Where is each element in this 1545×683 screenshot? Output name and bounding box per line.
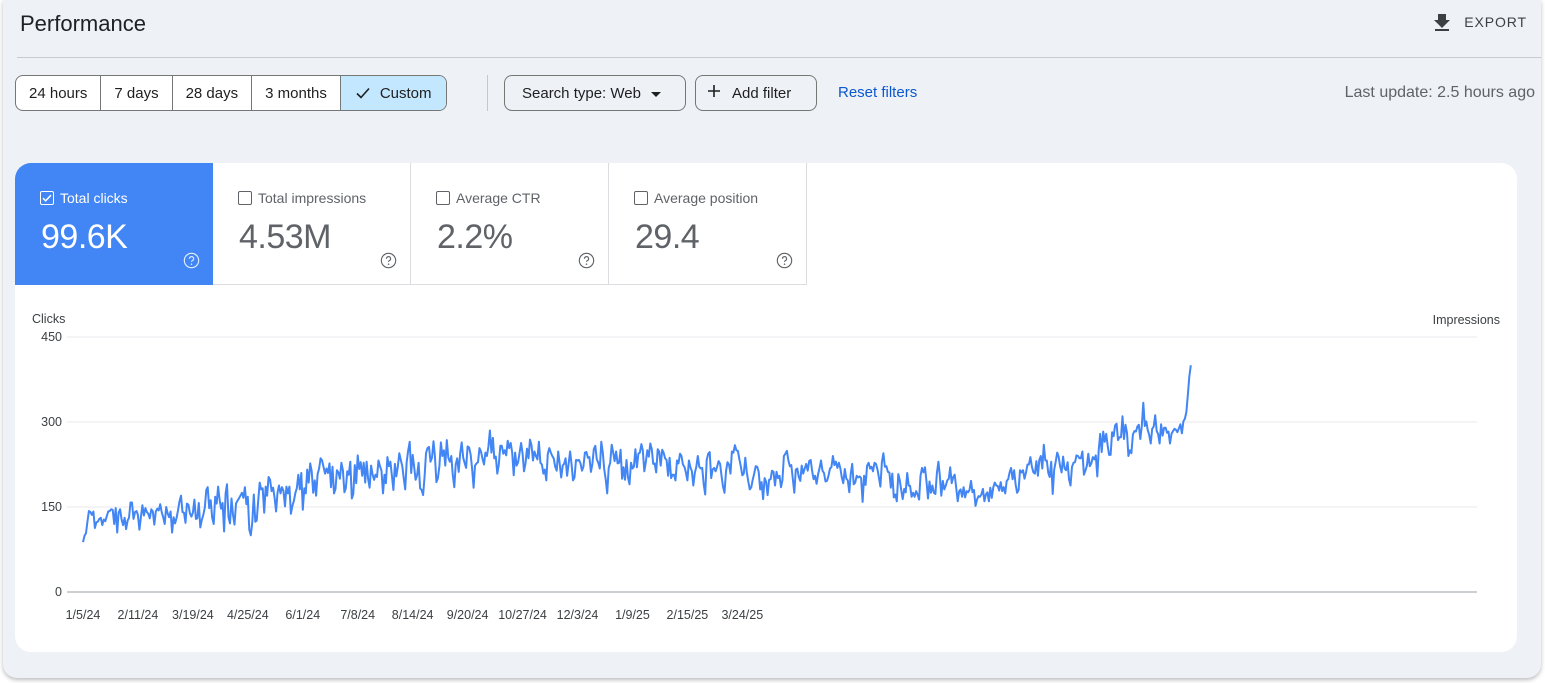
range-28-days-button[interactable]: 28 days [173,76,253,110]
range-3-months-button[interactable]: 3 months [252,76,341,110]
dropdown-arrow-icon [650,85,661,102]
reset-filters-link[interactable]: Reset filters [838,84,918,101]
export-button[interactable]: EXPORT [1432,9,1527,35]
check-icon [355,85,371,101]
add-filter-button[interactable]: Add filter [695,75,817,111]
x-tick-label: 3/19/24 [172,608,214,622]
range-24-hours-button[interactable]: 24 hours [16,76,102,110]
x-tick-label: 12/3/24 [557,608,599,622]
x-tick-label: 6/1/24 [285,608,320,622]
add-filter-label: Add filter [732,84,792,102]
download-icon [1432,12,1452,32]
checkbox-unchecked-icon[interactable] [436,191,450,205]
last-update-text: Last update: 2.5 hours ago [1344,84,1535,101]
x-tick-label: 1/5/24 [66,608,101,622]
metric-tile-total-impressions[interactable]: Total impressions 4.53M [213,163,411,285]
metric-label: Total impressions [258,190,367,206]
metric-tile-average-position[interactable]: Average position 29.4 [609,163,807,285]
y-axis-title: Clicks [32,312,65,326]
help-icon[interactable] [380,252,397,274]
y-tick-label: 300 [41,415,62,429]
y-tick-label: 450 [41,330,62,344]
x-tick-label: 3/24/25 [721,608,763,622]
metric-tile-average-ctr[interactable]: Average CTR 2.2% [411,163,609,285]
x-tick-label: 1/9/25 [615,608,650,622]
series-lines [82,365,1192,543]
metric-label: Total clicks [60,190,128,206]
performance-chart-card: Total clicks 99.6K Total impressions 4.5… [15,163,1517,652]
help-icon[interactable] [776,252,793,274]
y-tick-label: 0 [55,585,62,599]
help-icon[interactable] [183,252,200,274]
metric-value: 29.4 [635,218,700,256]
y-tick-label: 150 [41,500,62,514]
plus-icon [706,83,722,103]
metric-tile-total-clicks[interactable]: Total clicks 99.6K [15,163,213,285]
series-line-total-clicks[interactable] [82,365,1192,543]
x-tick-label: 7/8/24 [340,608,375,622]
page-title: Performance [20,11,146,36]
metric-label: Average CTR [456,190,541,206]
date-range-selector: 24 hours 7 days 28 days 3 months Custom [15,75,447,111]
y-tick-labels: 0 150 300 450 [41,330,62,599]
checkbox-checked-icon[interactable] [40,191,54,205]
x-tick-label: 8/14/24 [392,608,434,622]
gridlines [67,336,1477,593]
x-tick-label: 2/11/24 [118,608,159,622]
search-type-label: Search type: Web [522,84,641,102]
export-label: EXPORT [1464,14,1527,30]
performance-panel: Performance EXPORT 24 hours 7 days 28 da… [3,0,1541,678]
metric-value: 4.53M [239,218,332,256]
search-type-dropdown[interactable]: Search type: Web [504,75,686,111]
help-icon[interactable] [578,252,595,274]
metric-value: 99.6K [41,218,128,256]
x-tick-label: 2/15/25 [667,608,709,622]
x-tick-label: 9/20/24 [447,608,489,622]
x-tick-label: 4/25/24 [227,608,269,622]
range-7-days-button[interactable]: 7 days [101,76,173,110]
metric-value: 2.2% [437,218,513,256]
secondary-y-axis-title: Impressions [1433,313,1500,327]
checkbox-unchecked-icon[interactable] [238,191,252,205]
filter-divider [487,75,488,111]
range-custom-button[interactable]: Custom [340,76,446,110]
header-divider [17,57,1541,58]
x-tick-labels: 1/5/24 2/11/24 3/19/24 4/25/24 6/1/24 7/8/24 8… [66,608,764,622]
clicks-line-chart[interactable]: Clicks Impressions 0 150 300 450 1/5/24 2/11… [15,303,1517,633]
metric-label: Average position [654,190,759,206]
checkbox-unchecked-icon[interactable] [634,191,648,205]
x-tick-label: 10/27/24 [498,608,547,622]
